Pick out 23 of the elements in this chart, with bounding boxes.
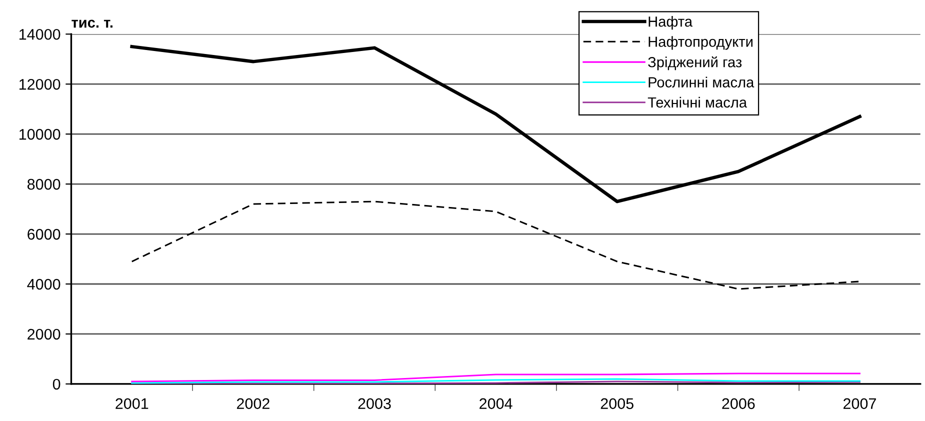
x-tick-label: 2003 xyxy=(358,398,391,410)
line-series xyxy=(131,372,860,382)
y-tick-label: 0 xyxy=(52,378,60,390)
legend-label: Рослинні масла xyxy=(648,76,754,88)
x-tick-label: 2007 xyxy=(844,398,876,410)
x-tick-label: 2004 xyxy=(480,398,512,410)
y-tick-label: 6000 xyxy=(28,228,60,240)
y-tick-label: 8000 xyxy=(27,178,60,190)
x-tick-label: 2001 xyxy=(116,398,148,410)
y-tick-label: 4000 xyxy=(27,278,60,290)
y-tick-label: 2000 xyxy=(28,328,60,340)
y-tick-label: 14000 xyxy=(19,28,60,40)
legend-label: Нафтопродукти xyxy=(648,36,752,50)
x-tick-label: 2002 xyxy=(236,398,270,410)
y-tick-label: 12000 xyxy=(19,78,60,90)
y-axis-title: тис. т. xyxy=(72,20,112,28)
legend-label: Нафта xyxy=(648,16,693,30)
legend-label: Зріджений газ xyxy=(648,56,742,70)
legend-label: Технічні масла xyxy=(648,96,748,108)
x-tick-label: 2006 xyxy=(722,398,755,410)
y-tick-label: 10000 xyxy=(19,128,60,140)
x-tick-label: 2005 xyxy=(600,398,634,410)
line-series xyxy=(131,200,860,290)
